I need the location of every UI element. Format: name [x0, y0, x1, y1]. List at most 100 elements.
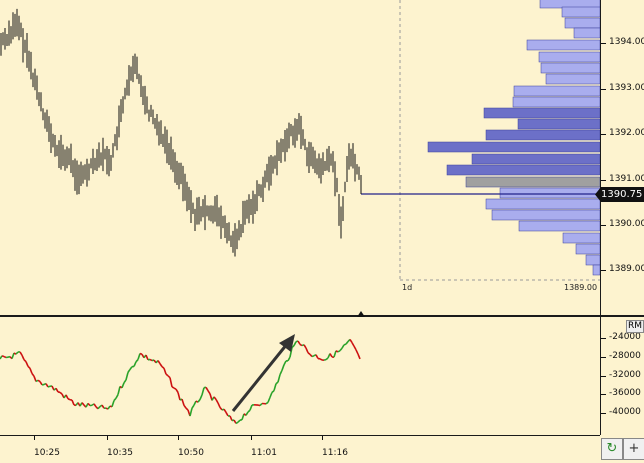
- indicator-segment: [4, 357, 6, 358]
- volume-profile-bar: [492, 210, 600, 220]
- indicator-segment: [2, 356, 4, 357]
- time-tick: 11:01: [251, 448, 277, 458]
- indicator-segment: [268, 397, 270, 402]
- indicator-segment: [26, 362, 28, 367]
- indicator-segment: [338, 351, 340, 352]
- indicator-segment: [276, 382, 278, 384]
- indicator-segment: [140, 353, 142, 354]
- profile-period-label: 1d: [402, 283, 412, 292]
- indicator-segment: [346, 342, 348, 345]
- indicator-segment: [34, 376, 36, 381]
- indicator-segment: [316, 355, 318, 359]
- volume-profile-bar: [546, 74, 600, 84]
- pane-separator[interactable]: [0, 315, 644, 317]
- add-button[interactable]: +: [623, 438, 644, 460]
- time-axis[interactable]: 10:25 10:35 10:50 11:01 11:16: [0, 435, 600, 463]
- indicator-segment: [48, 386, 50, 387]
- indicator-segment: [162, 367, 164, 369]
- indicator-segment: [60, 392, 62, 394]
- indicator-segment: [334, 351, 336, 357]
- indicator-segment: [172, 387, 174, 388]
- indicator-segment: [310, 354, 312, 356]
- indicator-segment: [46, 384, 48, 387]
- price-chart-pane[interactable]: 1d 1389.00: [0, 0, 600, 315]
- price-tick: 1392.00: [609, 128, 644, 138]
- indicator-segment: [124, 380, 126, 383]
- indicator-segment: [236, 422, 238, 423]
- price-axis[interactable]: 1394.00 1393.00 1392.00 1391.00 1390.00 …: [600, 0, 644, 315]
- indicator-segment: [248, 410, 250, 412]
- indicator-segment: [198, 400, 200, 403]
- volume-profile-bar: [472, 154, 600, 164]
- indicator-segment: [168, 376, 170, 378]
- indicator-chart[interactable]: [0, 319, 600, 435]
- time-tick: 10:35: [107, 448, 133, 458]
- indicator-segment: [344, 344, 346, 345]
- indicator-segment: [88, 403, 90, 405]
- indicator-tick: -32000: [609, 370, 641, 380]
- indicator-segment: [164, 368, 166, 374]
- indicator-segment: [324, 360, 326, 361]
- volume-profile-bar: [500, 188, 600, 198]
- indicator-segment: [30, 368, 32, 373]
- indicator-tick: -40000: [609, 407, 641, 417]
- indicator-segment: [130, 367, 132, 370]
- price-tick: 1394.00: [609, 37, 644, 47]
- indicator-segment: [266, 402, 268, 403]
- price-tick: 1393.00: [609, 83, 644, 93]
- indicator-segment: [304, 345, 306, 348]
- indicator-badge[interactable]: RM: [626, 320, 644, 333]
- indicator-segment: [320, 359, 322, 360]
- indicator-segment: [176, 389, 178, 392]
- price-chart[interactable]: [0, 0, 600, 315]
- indicator-segment: [242, 414, 244, 420]
- volume-profile-bar: [562, 7, 600, 17]
- indicator-segment: [208, 391, 210, 394]
- indicator-segment: [170, 378, 172, 387]
- refresh-button[interactable]: ↻: [601, 438, 623, 460]
- indicator-segment: [72, 400, 74, 405]
- indicator-segment: [298, 341, 300, 344]
- indicator-segment: [116, 395, 118, 399]
- indicator-segment: [134, 362, 136, 367]
- time-tick: 10:50: [178, 448, 204, 458]
- indicator-segment: [136, 360, 138, 362]
- indicator-segment: [250, 405, 252, 410]
- indicator-segment: [202, 388, 204, 395]
- indicator-segment: [126, 372, 128, 380]
- indicator-segment: [218, 403, 220, 407]
- indicator-segment: [178, 392, 180, 400]
- indicator-segment: [260, 403, 262, 405]
- indicator-segment: [150, 359, 152, 360]
- indicator-segment: [166, 374, 168, 376]
- indicator-segment: [146, 355, 148, 360]
- volume-profile-bar: [428, 142, 600, 152]
- indicator-segment: [94, 404, 96, 407]
- indicator-segment: [300, 344, 302, 345]
- indicator-segment: [282, 365, 284, 370]
- indicator-pane[interactable]: [0, 319, 600, 435]
- volume-profile-bar: [574, 28, 600, 38]
- indicator-segment: [112, 401, 114, 407]
- indicator-segment: [356, 350, 358, 354]
- indicator-segment: [40, 382, 42, 385]
- indicator-segment: [82, 403, 84, 405]
- indicator-segment: [284, 361, 286, 365]
- volume-profile-bar: [593, 265, 600, 275]
- indicator-segment: [312, 356, 314, 357]
- indicator-segment: [238, 420, 240, 422]
- volume-profile-bar: [541, 63, 600, 73]
- volume-profile-bar: [563, 233, 600, 243]
- indicator-segment: [20, 352, 22, 355]
- price-tick: 1390.00: [609, 219, 644, 229]
- indicator-segment: [190, 408, 192, 416]
- indicator-segment: [16, 352, 18, 354]
- indicator-axis[interactable]: -24000 -28000 -32000 -36000 -40000: [600, 317, 644, 435]
- indicator-segment: [358, 354, 360, 359]
- indicator-segment: [56, 388, 58, 392]
- indicator-segment: [214, 397, 216, 399]
- volume-profile-bar: [486, 199, 600, 209]
- indicator-segment: [182, 399, 184, 405]
- volume-profile-bar: [447, 165, 600, 175]
- indicator-segment: [326, 358, 328, 360]
